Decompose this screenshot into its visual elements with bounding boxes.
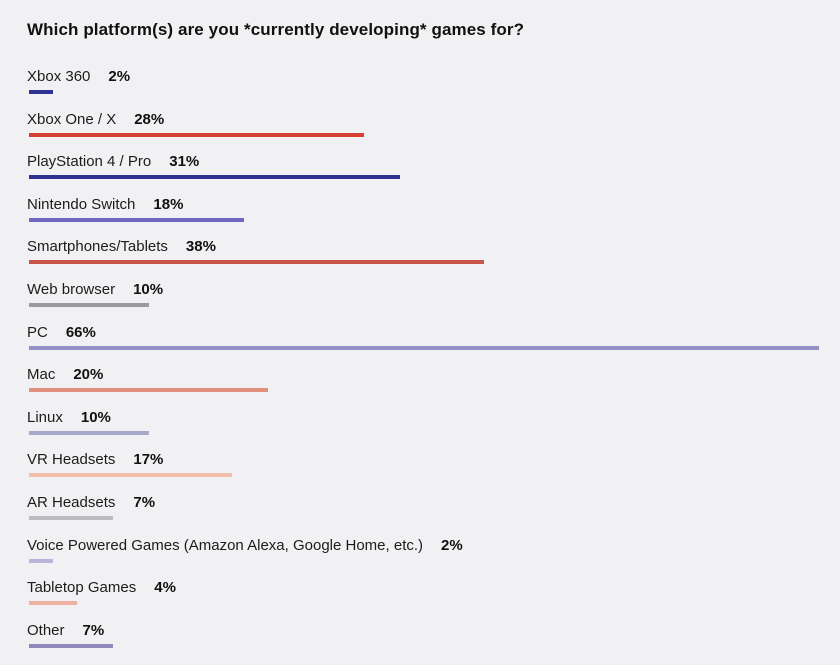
bar (29, 175, 401, 180)
bar-label-group: Web browser 10% (27, 281, 163, 299)
bar-row: PlayStation 4 / Pro 31% (0, 153, 840, 193)
value-label: 31% (169, 153, 200, 171)
value-label: 7% (82, 621, 105, 639)
bar (29, 601, 77, 606)
bar-label-group: Linux 10% (27, 409, 111, 427)
bar (29, 516, 113, 520)
value-label: 10% (133, 281, 164, 298)
bar-row: Nintendo Switch 18% (0, 196, 840, 236)
bar-label-group: Smartphones/Tablets 38% (27, 238, 216, 256)
bar (29, 430, 149, 435)
bar-label-group: AR Headsets 7% (27, 494, 155, 512)
category-label: Smartphones/Tablets (27, 238, 168, 256)
value-label: 2% (108, 68, 131, 85)
value-label: 2% (441, 536, 463, 554)
value-label: 66% (65, 323, 96, 341)
bar (29, 643, 113, 648)
value-label: 28% (134, 110, 165, 128)
bar (29, 345, 819, 350)
bar-label-group: Tabletop Games 4% (27, 579, 176, 597)
category-label: Mac (27, 366, 56, 384)
bar (29, 132, 365, 137)
value-label: 17% (133, 451, 164, 469)
bar-label-group: VR Headsets 17% (27, 451, 163, 469)
bar (29, 473, 233, 478)
bar (29, 388, 269, 393)
category-label: Linux (27, 408, 63, 426)
bar (29, 90, 53, 94)
value-label: 10% (80, 408, 111, 426)
category-label: PC (27, 323, 48, 341)
bar-label-group: Xbox One / X 28% (27, 111, 164, 129)
category-label: AR Headsets (27, 494, 116, 511)
value-label: 4% (154, 579, 176, 597)
bar-row: PC 66% (0, 324, 840, 364)
category-label: VR Headsets (27, 451, 116, 469)
bar-row: AR Headsets 7% (0, 494, 840, 534)
bar-label-group: Nintendo Switch 18% (27, 196, 183, 214)
category-label: PlayStation 4 / Pro (27, 153, 152, 171)
bar-row: Voice Powered Games (Amazon Alexa, Googl… (0, 537, 840, 577)
category-label: Tabletop Games (27, 579, 137, 597)
category-label: Nintendo Switch (27, 195, 136, 213)
value-label: 7% (133, 494, 156, 511)
bar-label-group: PlayStation 4 / Pro 31% (27, 153, 199, 171)
category-label: Xbox One / X (27, 110, 117, 128)
value-label: 20% (73, 366, 104, 384)
category-label: Xbox 360 (27, 68, 91, 85)
bar-row: Tabletop Games 4% (0, 579, 840, 619)
chart-title: Which platform(s) are you *currently dev… (27, 20, 525, 39)
bar-label-group: Other 7% (27, 622, 104, 640)
bar-label-group: Xbox 360 2% (27, 68, 130, 86)
bar-row: VR Headsets 17% (0, 451, 840, 491)
bar (29, 260, 484, 265)
bar (29, 558, 53, 563)
bar (29, 217, 245, 222)
category-label: Voice Powered Games (Amazon Alexa, Googl… (27, 536, 424, 554)
bar-row: Web browser 10% (0, 281, 840, 321)
bar-row: Other 7% (0, 622, 840, 662)
bar (29, 303, 149, 307)
bar-row: Mac 20% (0, 366, 840, 406)
bar-label-group: Voice Powered Games (Amazon Alexa, Googl… (27, 537, 463, 555)
bar-label-group: Mac 20% (27, 366, 103, 384)
value-label: 18% (153, 195, 184, 213)
bar-row: Smartphones/Tablets 38% (0, 238, 840, 278)
category-label: Web browser (27, 281, 116, 298)
bar-label-group: PC 66% (27, 324, 96, 342)
bar-row: Xbox One / X 28% (0, 111, 840, 151)
bar-row: Xbox 360 2% (0, 68, 840, 108)
value-label: 38% (185, 238, 216, 256)
bar-row: Linux 10% (0, 409, 840, 449)
category-label: Other (27, 621, 65, 639)
